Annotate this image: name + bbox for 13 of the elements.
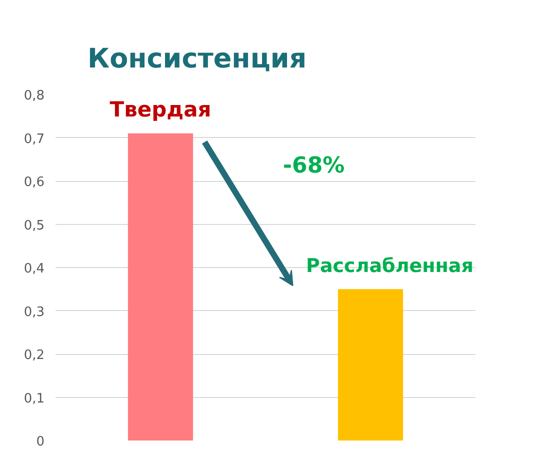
- y-tick-label: 0,7: [24, 132, 45, 147]
- y-tick-label: 0,1: [24, 391, 45, 406]
- annotation: -68%: [282, 153, 345, 178]
- y-tick-label: 0,6: [24, 175, 45, 190]
- x-tick-label: Расслабленная: [306, 255, 474, 278]
- y-tick-label: 0,8: [24, 88, 45, 104]
- chart-title: Консистенция: [88, 44, 307, 74]
- x-tick-label: Твердая: [110, 97, 212, 122]
- y-tick-label: 0,4: [24, 262, 45, 276]
- y-tick-label: 0,5: [24, 218, 45, 234]
- y-tick-label: 0,2: [24, 348, 45, 363]
- y-tick-label: 0,3: [24, 304, 45, 320]
- y-tick-label: 0: [36, 434, 45, 450]
